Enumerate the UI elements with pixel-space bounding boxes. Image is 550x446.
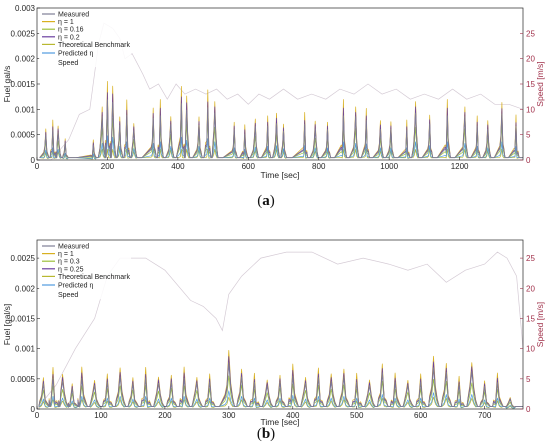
y-right-tick-label: 20 <box>526 55 535 64</box>
legend-entry: η = 0.16 <box>58 27 84 34</box>
y-right-tick-label: 25 <box>526 254 535 263</box>
y-left-tick-label: 0.0015 <box>11 80 36 89</box>
y-right-tick-label: 20 <box>526 284 535 293</box>
x-tick-label: 700 <box>478 411 492 420</box>
x-tick-label: 400 <box>171 162 185 171</box>
y-left-tick-label: 0.0005 <box>11 131 36 140</box>
y-right-tick-label: 15 <box>526 80 535 89</box>
y-left-axis-label: Fuel [gal/s] <box>2 304 12 346</box>
y-left-tick-label: 0.0025 <box>11 29 36 38</box>
y-right-tick-label: 10 <box>526 105 535 114</box>
y-right-axis-label: Speed [m/s] <box>535 61 545 106</box>
y-left-tick-label: 0.002 <box>15 55 36 64</box>
y-left-tick-label: 0.0005 <box>11 375 36 384</box>
x-tick-label: 1000 <box>380 162 398 171</box>
y-left-tick-label: 0.0015 <box>11 314 36 323</box>
y-left-tick-label: 0.0025 <box>11 254 36 263</box>
x-tick-label: 0 <box>35 162 40 171</box>
legend-entry: Theoretical Benchmark <box>58 274 130 281</box>
legend-entry: Measured <box>58 12 89 19</box>
x-tick-label: 600 <box>242 162 256 171</box>
y-left-tick-label: 0.001 <box>15 345 36 354</box>
series-line-0 <box>38 362 523 408</box>
y-right-tick-label: 25 <box>526 29 535 38</box>
y-right-tick-label: 10 <box>526 345 535 354</box>
legend-entry: η = 1 <box>58 19 74 26</box>
x-tick-label: 500 <box>350 411 364 420</box>
caption-a: (a) <box>257 193 275 209</box>
x-tick-label: 200 <box>101 162 115 171</box>
y-left-tick-label: 0.002 <box>15 284 36 293</box>
legend-entry: η = 0.25 <box>58 266 84 273</box>
x-tick-label: 0 <box>35 411 40 420</box>
y-right-tick-label: 0 <box>526 405 531 414</box>
x-axis-label: Time [sec] <box>261 170 300 180</box>
y-left-tick-label: 0.001 <box>15 105 36 114</box>
panel-b: 0 100 200 300 400 500 600 70000.00050.0010.0015… <box>2 239 545 427</box>
legend-entry: η = 1 <box>58 251 74 258</box>
caption-b: (b) <box>257 426 275 442</box>
legend-entry: Speed <box>58 60 78 67</box>
y-left-tick-label: 0.003 <box>15 4 36 13</box>
y-left-tick-label: 0 <box>31 405 36 414</box>
legend-entry: η = 0.2 <box>58 34 80 41</box>
y-right-tick-label: 5 <box>526 375 531 384</box>
legend-entry: Speed <box>58 292 78 299</box>
legend-box <box>39 242 131 300</box>
x-tick-label: 200 <box>158 411 172 420</box>
y-left-axis-label: Fuel gal/s <box>2 66 12 103</box>
x-tick-label: 300 <box>222 411 236 420</box>
y-right-axis-label: Speed [m/s] <box>535 302 545 347</box>
panel-a: 0 200 400 600 800 1000 120000.00050.0010.00150… <box>2 4 545 180</box>
y-left-tick-label: 0 <box>31 156 36 165</box>
y-right-tick-label: 0 <box>526 156 531 165</box>
legend-entry: Predicted η <box>58 283 94 290</box>
legend-entry: Measured <box>58 244 89 251</box>
legend-entry: Theoretical Benchmark <box>58 42 130 49</box>
x-tick-label: 600 <box>414 411 428 420</box>
y-right-tick-label: 15 <box>526 314 535 323</box>
x-tick-label: 400 <box>286 411 300 420</box>
series-line-0 <box>39 99 523 159</box>
legend-box <box>39 10 131 68</box>
legend-entry: η = 0.3 <box>58 259 80 266</box>
x-tick-label: 1200 <box>451 162 469 171</box>
x-tick-label: 800 <box>312 162 326 171</box>
y-right-tick-label: 5 <box>526 131 531 140</box>
x-tick-label: 100 <box>94 411 108 420</box>
legend-entry: Predicted η <box>58 51 94 58</box>
plot-frame <box>36 239 524 410</box>
x-axis-label: Time [sec] <box>261 417 300 427</box>
